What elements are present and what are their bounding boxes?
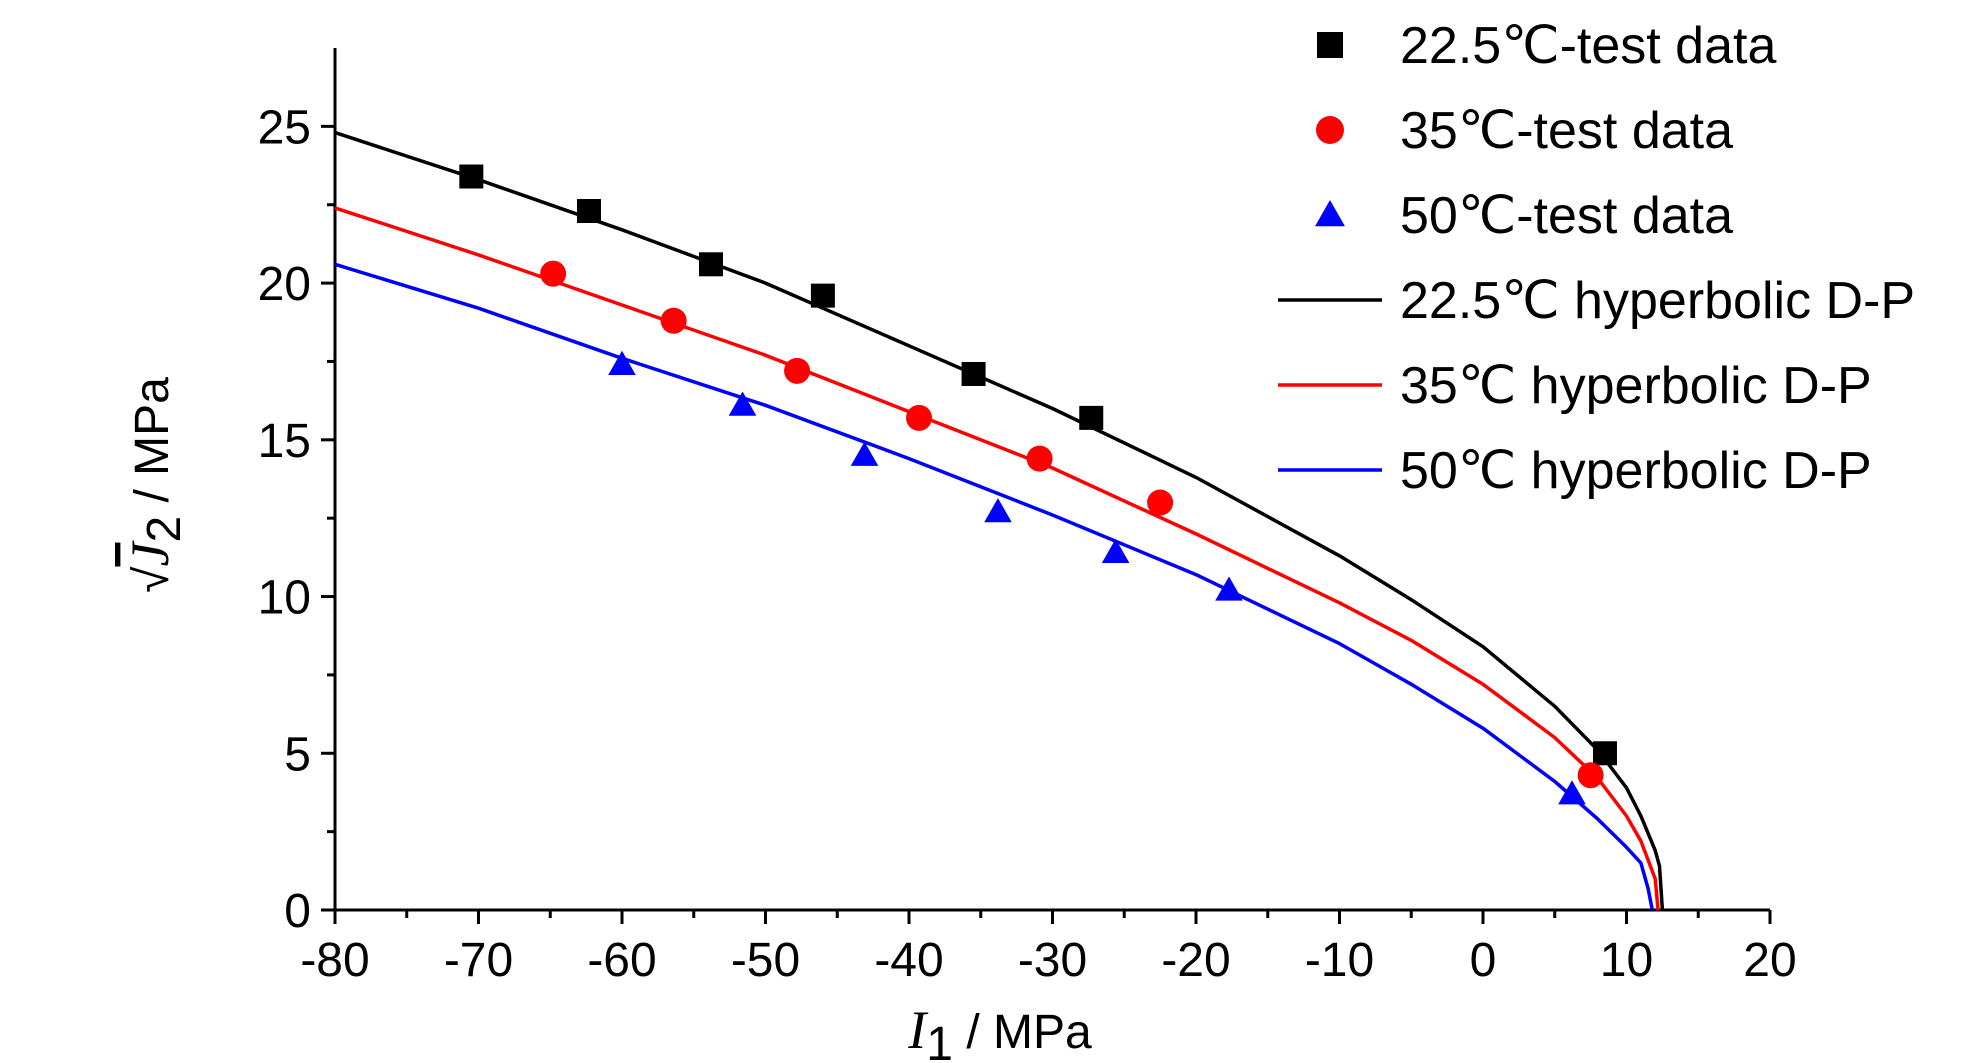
x-tick-label: 10	[1600, 934, 1653, 987]
y-tick-label: 10	[258, 572, 311, 625]
data-point	[1101, 538, 1130, 564]
data-point	[459, 164, 484, 189]
y-axis-unit: / MPa	[126, 377, 179, 516]
data-point	[961, 361, 986, 386]
fit-curve	[334, 206, 1660, 911]
legend: 22.5℃-test data 35℃-test data 50℃-test dat…	[1278, 17, 1915, 500]
data-point	[1079, 405, 1104, 430]
y-tick-label: 5	[284, 728, 311, 781]
legend-label: 35℃ hyperbolic D-P	[1400, 357, 1872, 415]
legend-marker	[1316, 116, 1344, 144]
axes: -80 -70 -60 -50 -40 -30 -20 -10 0 10 20 0 5 10 15 20 25	[258, 48, 1797, 987]
legend-label: 50℃-test data	[1400, 187, 1733, 245]
y-tick-label: 25	[258, 101, 311, 154]
legend-marker	[1315, 200, 1345, 227]
y-tick-label: 20	[258, 258, 311, 311]
x-tick-label: 0	[1470, 934, 1497, 987]
data-point	[1577, 762, 1604, 789]
data-point	[576, 198, 601, 223]
legend-label: 22.5℃ hyperbolic D-P	[1400, 272, 1915, 330]
data-point	[1592, 741, 1617, 766]
x-axis-subscript: 1	[926, 1018, 953, 1063]
legend-label: 35℃-test data	[1400, 102, 1733, 160]
data-point	[906, 404, 933, 431]
x-tick-label: 20	[1743, 934, 1796, 987]
x-tick-label: -30	[1018, 934, 1087, 987]
x-tick-label: -80	[300, 934, 369, 987]
legend-label: 50℃ hyperbolic D-P	[1400, 442, 1872, 500]
x-tick-label: -40	[874, 934, 943, 987]
x-tick-label: -60	[587, 934, 656, 987]
data-point	[1147, 489, 1174, 516]
fit-curve	[334, 262, 1655, 911]
data-point	[608, 350, 636, 375]
y-axis-radical: √	[126, 566, 179, 593]
data-point	[540, 260, 567, 287]
x-tick-label: -50	[731, 934, 800, 987]
x-axis-title: I1 / MPa	[907, 1000, 1092, 1063]
x-tick-label: -70	[444, 934, 513, 987]
data-point	[1026, 445, 1053, 472]
data-point	[984, 498, 1012, 523]
x-axis-symbol: I	[907, 1000, 929, 1060]
data-point	[810, 283, 835, 308]
legend-marker	[1317, 32, 1343, 58]
data-point	[660, 307, 687, 334]
data-point	[728, 391, 757, 416]
data-point	[698, 252, 723, 277]
y-axis-title: √J2 / MPa	[120, 377, 191, 593]
x-tick-label: -10	[1305, 934, 1374, 987]
data-point	[784, 357, 811, 384]
test-data-points	[459, 164, 1617, 805]
x-tick-label: -20	[1161, 934, 1230, 987]
data-point	[850, 441, 879, 466]
data-point	[1215, 576, 1243, 601]
y-tick-label: 0	[284, 885, 311, 938]
y-tick-label: 15	[258, 415, 311, 468]
y-axis-subscript: 2	[138, 516, 191, 543]
data-point	[1558, 780, 1586, 805]
x-axis-unit: / MPa	[953, 1006, 1092, 1059]
legend-label: 22.5℃-test data	[1400, 17, 1776, 75]
y-axis-symbol: J	[120, 540, 180, 567]
